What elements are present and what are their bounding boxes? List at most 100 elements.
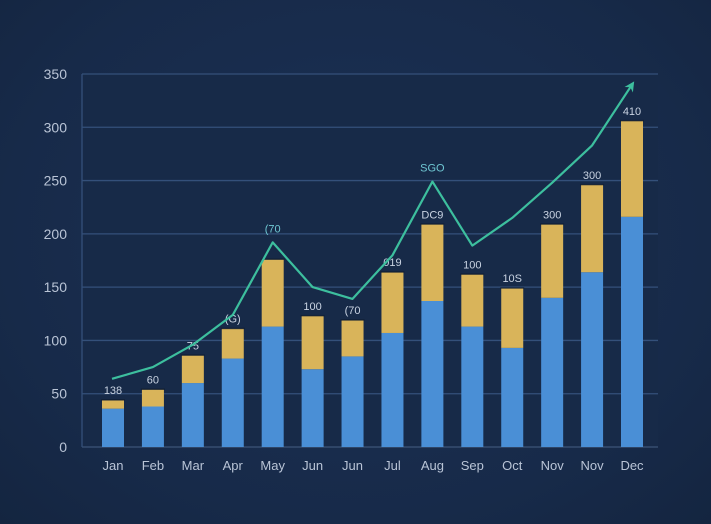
bar-top-edge <box>140 388 165 390</box>
x-tick-label: Nov <box>541 458 565 473</box>
bar-segment-increment <box>261 259 284 327</box>
bar-top-edge <box>340 319 365 321</box>
bar-stack <box>140 388 165 447</box>
bar-segment-increment <box>381 272 404 333</box>
x-tick-label: Feb <box>142 458 164 473</box>
y-tick-label: 50 <box>51 386 67 402</box>
y-tick-label: 300 <box>44 119 68 135</box>
y-axis: 0 50 100 150 200 250 300 350 <box>44 66 68 455</box>
y-tick-label: 150 <box>44 279 68 295</box>
bar-top-edge <box>101 399 125 401</box>
x-tick-label: Jun <box>342 458 363 473</box>
x-tick-label: Jul <box>384 458 401 473</box>
bar-segment-base <box>501 347 524 447</box>
y-tick-label: 250 <box>44 173 68 189</box>
bar-value-label: DC9 <box>421 209 443 221</box>
bar-top-edge <box>580 183 605 186</box>
bar-value-label: 60 <box>147 374 159 386</box>
plot-area <box>82 74 658 447</box>
bar-segment-base <box>141 406 164 447</box>
bar-stack <box>260 258 285 447</box>
bar-top-edge <box>420 223 445 225</box>
bar-segment-base <box>221 358 244 447</box>
bar-value-label: 300 <box>543 209 561 221</box>
bar-segment-base <box>461 326 484 447</box>
x-tick-label: Oct <box>502 458 523 473</box>
bar-segment-base <box>301 369 324 447</box>
x-tick-label: May <box>260 458 285 473</box>
trend-line-path <box>111 81 635 380</box>
bar-value-label: 100 <box>303 301 321 313</box>
bar-value-label: (70 <box>345 305 361 317</box>
bar-segment-increment <box>541 224 564 298</box>
bar-top-edge <box>260 258 285 260</box>
bar-segment-increment <box>621 120 643 217</box>
bar-top-edge <box>300 314 325 317</box>
x-tick-label: Aug <box>421 458 444 473</box>
bar-stack <box>420 223 445 447</box>
bar-segment-base <box>261 326 284 447</box>
bar-segment-increment <box>341 320 364 357</box>
bar-stack <box>540 223 565 447</box>
x-tick-label: Apr <box>223 458 244 473</box>
bar-top-edge <box>180 354 205 356</box>
bar-stack <box>500 287 525 447</box>
bar-segment-base <box>181 383 204 447</box>
bar-segment-base <box>421 300 444 447</box>
x-tick-label: Nov <box>581 458 605 473</box>
bar-value-label: 410 <box>623 106 641 118</box>
bar-stack <box>340 319 365 447</box>
bar-stack <box>220 327 245 447</box>
bar-top-edge <box>620 119 644 122</box>
bar-segment-base <box>381 332 404 447</box>
bar-segment-increment <box>301 315 324 370</box>
x-tick-label: Sep <box>461 458 484 473</box>
bar-segment-increment <box>501 288 524 348</box>
bar-segment-increment <box>102 400 124 409</box>
bar-value-label: 300 <box>583 170 601 182</box>
x-tick-label: Jun <box>302 458 323 473</box>
bar-segment-base <box>102 408 124 447</box>
bar-segment-increment <box>581 184 604 273</box>
bar-value-label: 138 <box>104 385 122 397</box>
trend-line: (70 SGO <box>111 81 635 380</box>
x-tick-label: Jan <box>103 458 124 473</box>
bar-stack <box>460 273 485 447</box>
bar-top-edge <box>540 223 565 225</box>
bar-stack <box>380 271 405 447</box>
bar-segment-base <box>541 297 564 447</box>
bar-segment-increment <box>181 355 204 384</box>
bar-top-edge <box>500 287 525 289</box>
bar-stack <box>620 119 644 447</box>
bar-top-edge <box>460 273 485 275</box>
bar-stack <box>580 183 605 447</box>
y-tick-label: 100 <box>44 332 68 348</box>
x-tick-label: Mar <box>182 458 205 473</box>
bar-top-edge <box>380 271 405 273</box>
trend-line-label: (70 <box>265 223 281 235</box>
bar-segment-base <box>341 356 364 447</box>
trend-line-label: SGO <box>420 163 445 175</box>
y-tick-label: 350 <box>44 66 68 82</box>
bar-segment-increment <box>421 224 444 301</box>
bar-segment-increment <box>221 328 244 359</box>
bar-top-edge <box>220 327 245 330</box>
bar-segment-base <box>621 216 643 447</box>
x-tick-label: Dec <box>620 458 644 473</box>
bars <box>101 119 644 447</box>
y-tick-label: 200 <box>44 226 68 242</box>
gridlines <box>81 73 658 448</box>
bar-segment-increment <box>141 389 164 407</box>
bar-segment-base <box>581 272 604 447</box>
bar-value-label: 100 <box>463 259 481 271</box>
bar-segment-increment <box>461 274 484 327</box>
bar-stack <box>300 314 325 447</box>
bar-value-label: 10S <box>502 273 522 285</box>
x-axis: Jan Feb Mar Apr May Jun Jun Jul Aug Sep Oct Nov Nov D… <box>103 458 645 473</box>
bar-stack <box>180 354 205 447</box>
y-tick-label: 0 <box>59 439 67 455</box>
bar-stack <box>101 399 125 447</box>
